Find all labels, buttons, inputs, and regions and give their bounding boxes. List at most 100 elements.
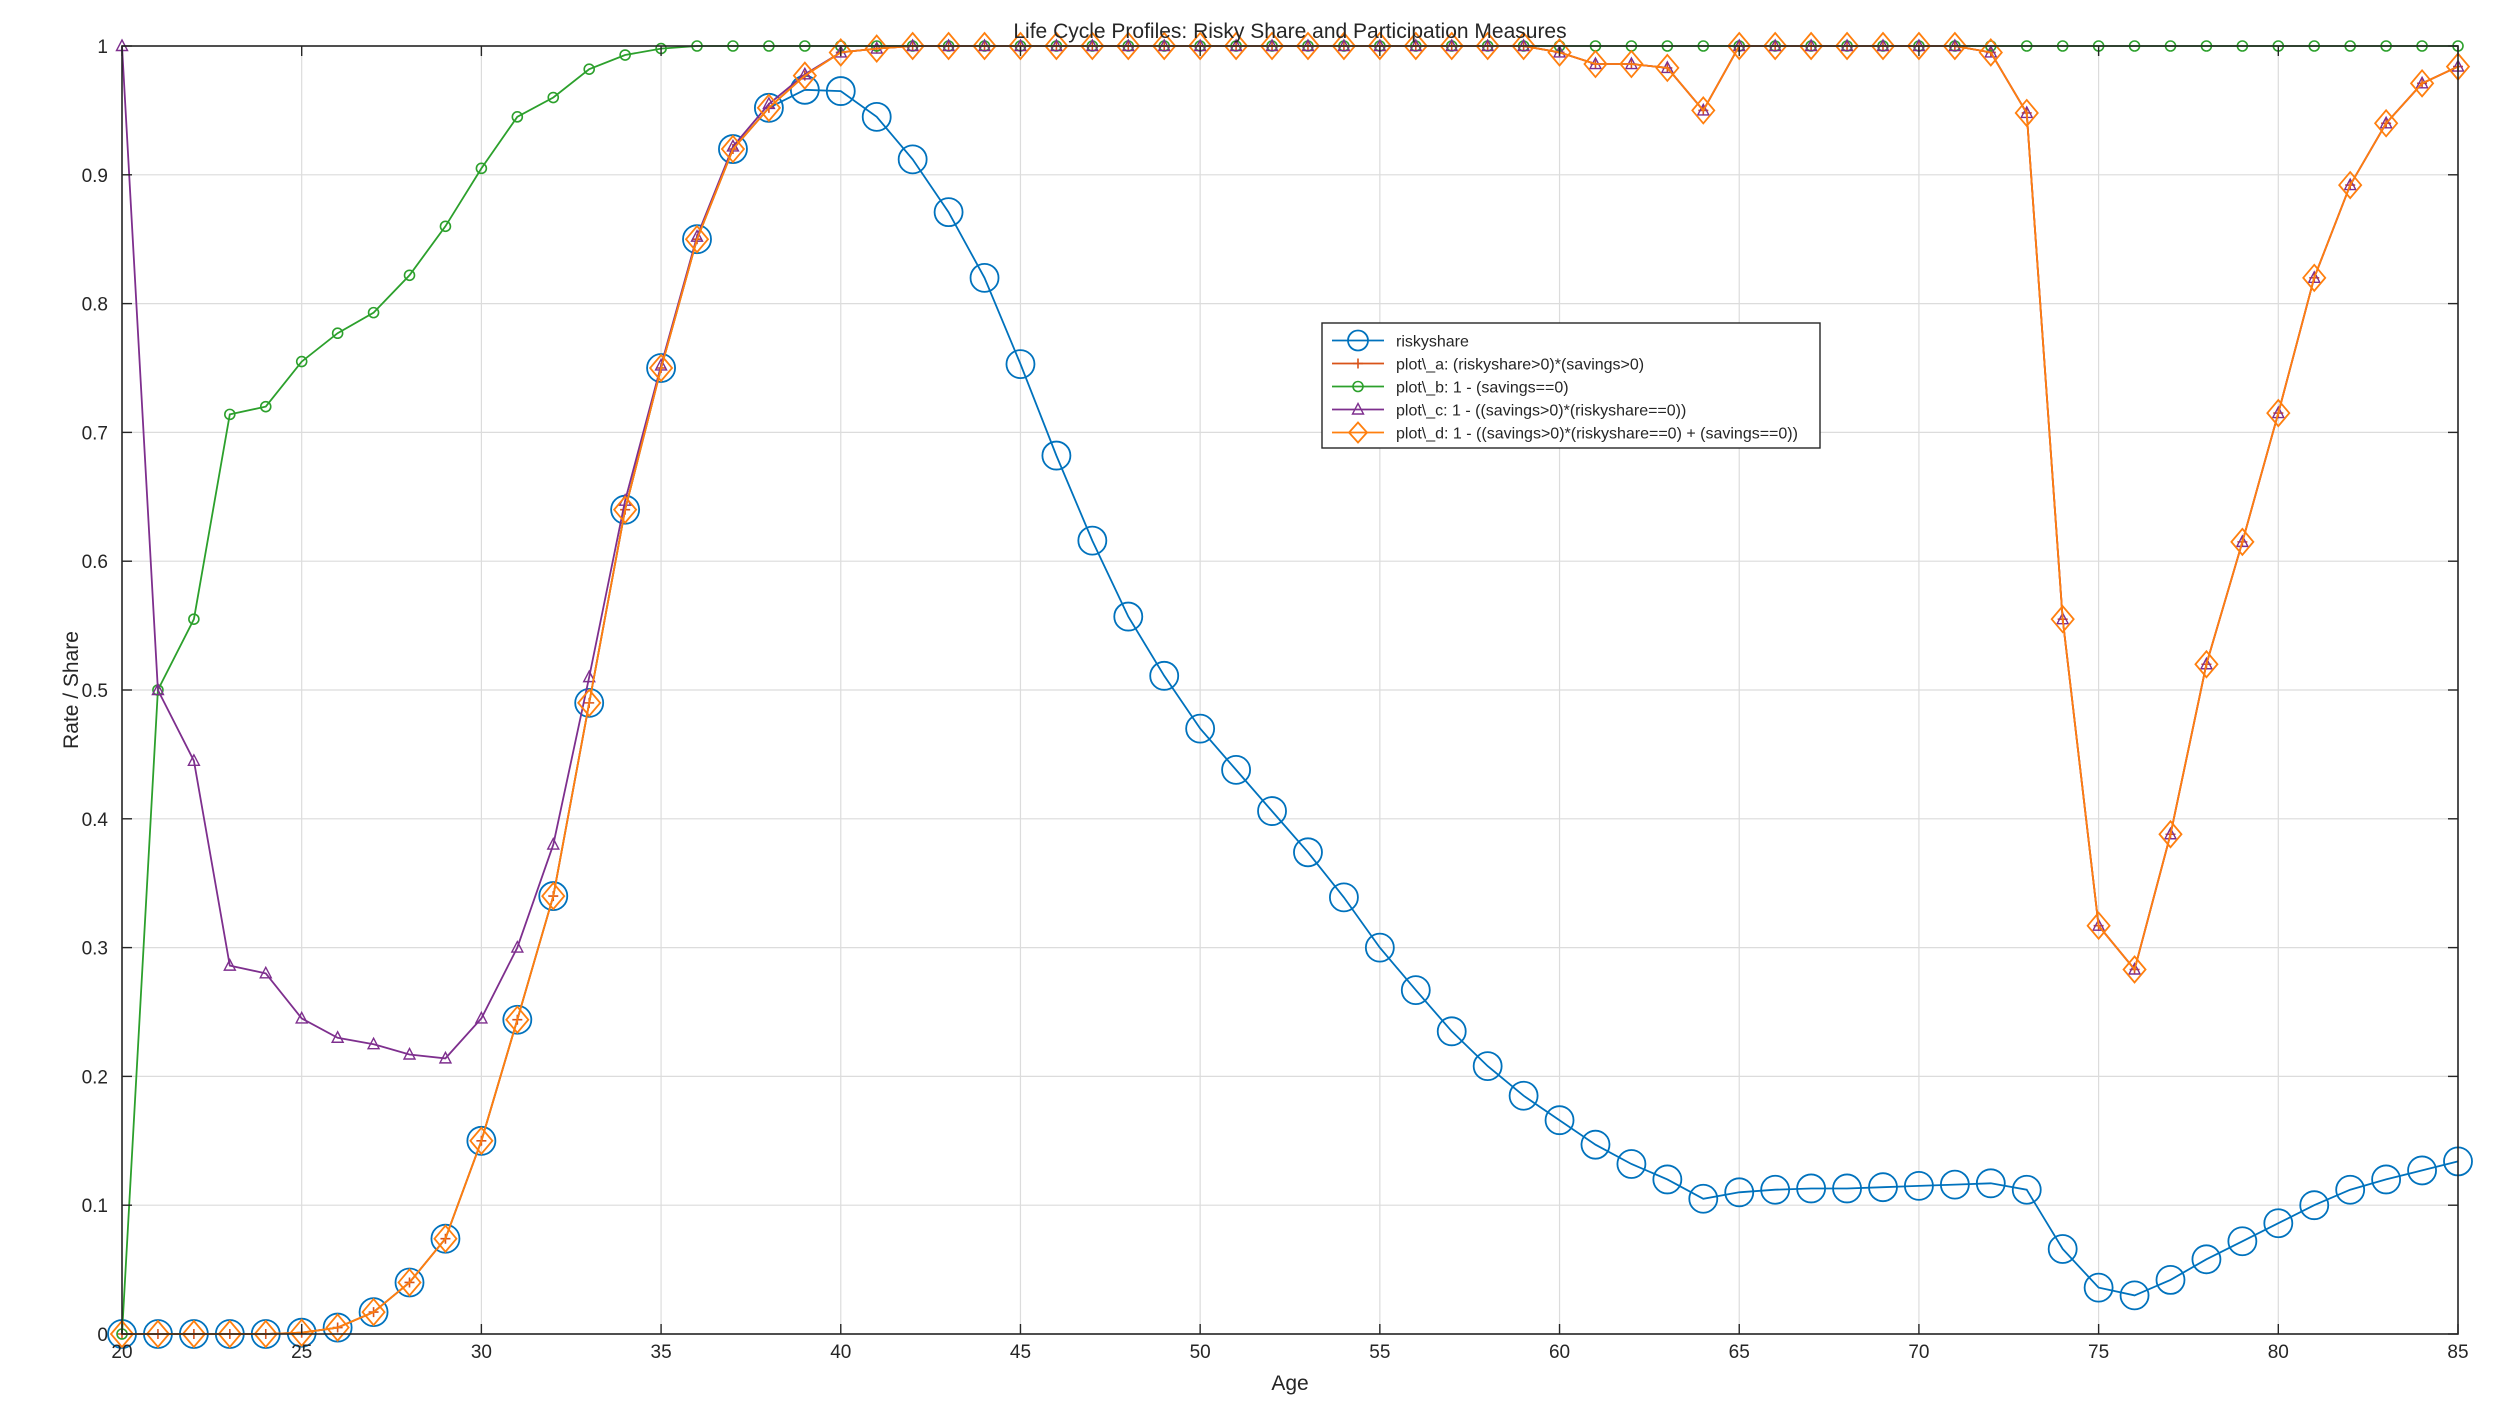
data-point [1652, 1164, 1683, 1195]
data-point [1223, 31, 1249, 61]
legend-label: plot\_b: 1 - (savings==0) [1396, 380, 1569, 397]
data-point [2091, 918, 2106, 931]
data-point [897, 144, 928, 175]
data-point [2047, 1234, 2078, 1264]
x-tick-label: 40 [830, 1342, 851, 1363]
data-point [2191, 1244, 2222, 1275]
data-point [474, 1010, 489, 1024]
y-tick-label: 0.4 [82, 810, 109, 831]
x-axis-label: Age [1271, 1372, 1308, 1395]
data-point [361, 1297, 386, 1327]
data-point [2158, 819, 2183, 849]
data-point [433, 1224, 458, 1254]
data-point [1906, 31, 1932, 61]
data-point [1508, 1080, 1539, 1111]
data-point [2266, 398, 2291, 428]
data-point [1511, 31, 1536, 61]
data-point [583, 63, 596, 75]
axis-ticks: 20 25 30 35 40 45 50 55 60 65 70 75 80 85 0 0.1 0.2 0.3 0.… [82, 37, 2469, 1363]
data-point [1400, 975, 1431, 1006]
data-point [1942, 31, 1968, 61]
data-point [475, 162, 488, 175]
data-point [2119, 1280, 2150, 1311]
data-point [1868, 1172, 1898, 1203]
data-point [2014, 98, 2039, 128]
data-point [1367, 31, 1393, 61]
data-point [577, 688, 602, 718]
data-point [1152, 31, 1177, 61]
data-point [720, 134, 746, 164]
data-point [2271, 405, 2285, 419]
x-tick-label: 45 [1010, 1342, 1031, 1363]
x-tick-label: 25 [291, 1342, 312, 1363]
data-point [1041, 440, 1072, 471]
data-point [2343, 177, 2357, 191]
data-point [1688, 1183, 1719, 1214]
data-point [648, 353, 674, 383]
data-point [1187, 31, 1213, 61]
y-tick-label: 0.3 [82, 939, 108, 960]
data-point [259, 965, 273, 979]
data-point [223, 958, 237, 971]
data-point [331, 327, 344, 340]
data-point [756, 93, 782, 123]
data-point [145, 1319, 171, 1349]
data-point [1116, 31, 1141, 61]
data-point [109, 1319, 135, 1349]
data-point [582, 669, 596, 683]
data-point [1295, 31, 1321, 61]
data-point [2155, 1265, 2186, 1295]
data-point [402, 1046, 417, 1060]
data-point [403, 269, 416, 282]
legend-marker [1347, 329, 1369, 352]
x-tick-label: 35 [651, 1342, 672, 1363]
data-point [1904, 1170, 1934, 1201]
data-point [2199, 656, 2214, 670]
data-point [1616, 1149, 1647, 1179]
data-point [1472, 1051, 1503, 1081]
data-point [2050, 604, 2075, 634]
data-point [2302, 263, 2327, 293]
data-point [325, 1313, 350, 1342]
data-point [2083, 1272, 2114, 1303]
legend-label: plot\_c: 1 - ((savings>0)*(riskyshare==0… [1396, 403, 1686, 420]
data-point [1691, 96, 1716, 125]
y-tick-label: 0.7 [82, 423, 108, 444]
data-point [684, 224, 710, 254]
data-point [1832, 1173, 1862, 1204]
data-point [1329, 882, 1359, 913]
data-point [1762, 31, 1788, 61]
x-tick-label: 75 [2088, 1342, 2109, 1363]
y-tick-label: 0 [97, 1325, 108, 1346]
data-point [1044, 31, 1069, 61]
data-point [2163, 826, 2178, 840]
data-point [367, 306, 380, 319]
data-point [1008, 31, 1033, 61]
data-point [1364, 932, 1395, 963]
data-point [1221, 754, 1251, 785]
data-point [1978, 38, 2003, 67]
data-point [1436, 1016, 1467, 1047]
data-point [1257, 796, 1287, 826]
data-point [1544, 1105, 1575, 1136]
data-point [2409, 68, 2435, 98]
data-point [2338, 170, 2363, 200]
data-point [2127, 961, 2142, 975]
y-tick-label: 0.8 [82, 295, 108, 316]
x-tick-label: 85 [2447, 1342, 2468, 1363]
data-point [969, 262, 1000, 293]
data-point [1580, 1129, 1611, 1160]
data-point [224, 408, 236, 421]
data-point [1149, 660, 1180, 691]
data-point [151, 682, 165, 696]
data-point [397, 1268, 422, 1297]
data-point [2086, 911, 2111, 941]
data-point [1331, 31, 1357, 61]
data-point [1724, 1177, 1755, 1208]
y-tick-label: 0.5 [82, 681, 108, 702]
data-point [1655, 53, 1680, 83]
data-point [2235, 534, 2250, 548]
data-point [1005, 349, 1036, 380]
